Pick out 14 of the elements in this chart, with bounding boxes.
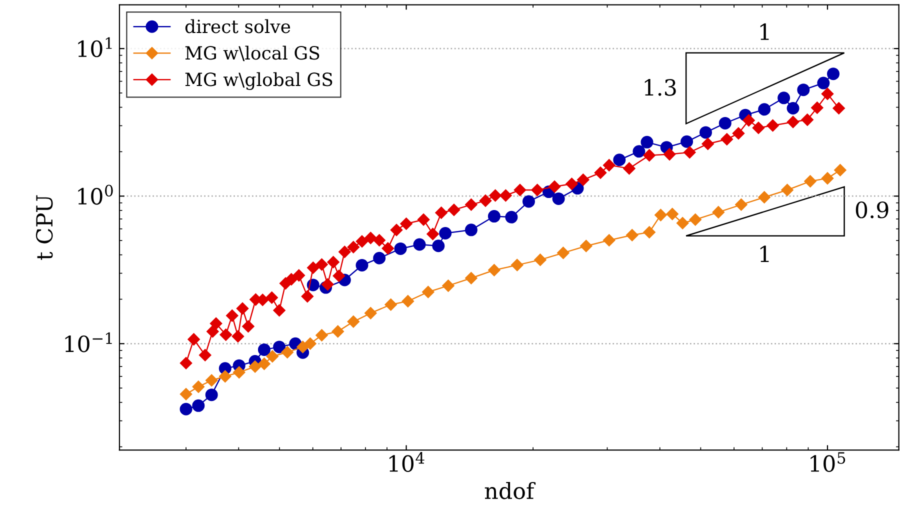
y-axis-title: t CPU bbox=[36, 195, 53, 260]
x-axis-title: ndof bbox=[484, 482, 536, 500]
x-tick-label: 10$^{4}$ bbox=[389, 452, 424, 472]
annotation: 1.3 bbox=[644, 79, 676, 96]
legend-label: MG w\local GS bbox=[185, 46, 320, 62]
y-tick-label: 10$^{0}$ bbox=[78, 184, 113, 205]
y-tick-label: 10$^{−1}$ bbox=[65, 332, 112, 352]
y-tick-label: 10$^{1}$ bbox=[78, 37, 112, 58]
annotation: 1 bbox=[760, 23, 769, 40]
legend-label: MG w\global GS bbox=[185, 72, 332, 90]
legend-label: direct solve bbox=[185, 19, 290, 34]
x-tick-label: 10$^{5}$ bbox=[810, 452, 846, 472]
annotation: 0.9 bbox=[856, 201, 888, 218]
annotation: 1 bbox=[760, 246, 769, 262]
